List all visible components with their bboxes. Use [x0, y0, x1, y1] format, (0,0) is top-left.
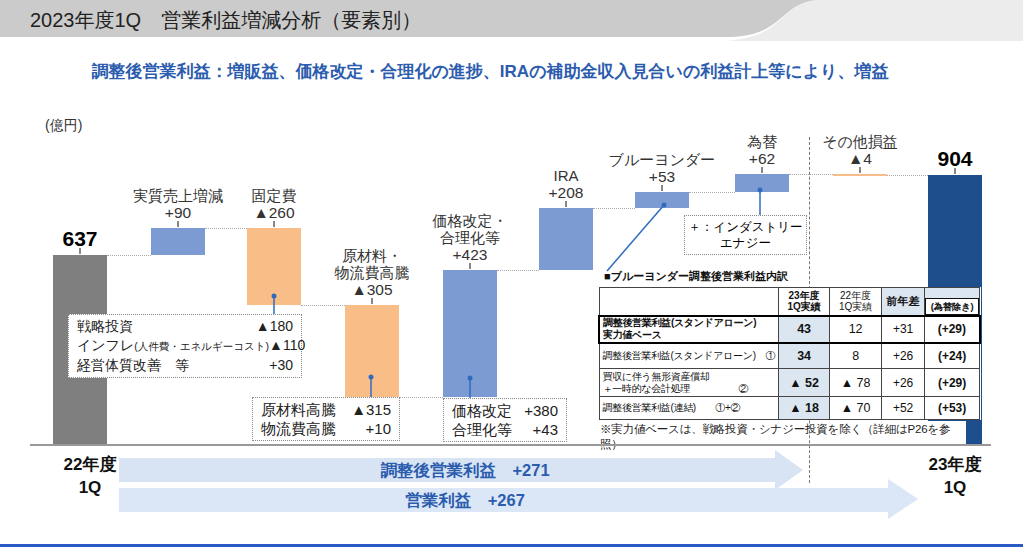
- connector-line: [593, 208, 635, 209]
- page-title: 2023年度1Q 営業利益増減分析（要素別）: [30, 7, 421, 34]
- connector-line: [789, 174, 833, 175]
- axis-label-right: 23年度1Q: [915, 453, 995, 499]
- axis-label-left: 22年度1Q: [50, 453, 130, 499]
- bar-tick: [79, 248, 81, 254]
- connector-line: [689, 192, 735, 193]
- x-axis-line: [30, 444, 991, 446]
- bar: [151, 228, 205, 255]
- op-arrow-label: 営業利益 +267: [119, 488, 811, 512]
- bar: [539, 208, 593, 270]
- connector-line: [399, 397, 443, 398]
- unit-label: (億円): [45, 117, 82, 135]
- bar: [345, 305, 399, 396]
- connector-line: [301, 305, 345, 306]
- bar-tick: [371, 298, 373, 304]
- bar-label: 価格改定・合理化等+423: [380, 212, 560, 264]
- connector-line: [107, 255, 151, 256]
- bar-tick: [661, 185, 663, 191]
- bar-tick: [469, 263, 471, 269]
- callout-pricing: 価格改定+380 合理化等+43: [443, 398, 567, 442]
- adjusted-op-arrow-label: 調整後営業利益 +271: [119, 458, 811, 482]
- bar-label: 固定費▲260: [184, 187, 364, 222]
- bar-label: 904: [865, 149, 1023, 169]
- op-arrow-head: [888, 479, 918, 519]
- bar: [833, 174, 887, 176]
- callout-industry-energy: ＋：インダストリー エナジー: [684, 215, 807, 255]
- bar-tick: [565, 201, 567, 207]
- bar-tick: [761, 167, 763, 173]
- connector-line: [497, 270, 539, 271]
- connector-line: [205, 228, 247, 229]
- breakdown-table: 23年度1Q実績 22年度1Q実績 前年差 (為替除き)調整後営業利益(スタンド…: [598, 287, 981, 420]
- callout-materials: 原材料高騰▲315 物流費高騰+10: [252, 397, 400, 441]
- bar-tick: [273, 221, 275, 227]
- subtitle: 調整後営業利益：増販益、価格改定・合理化の進捗、IRAの補助金収入見合いの利益計…: [0, 60, 980, 83]
- bar-tick: [954, 168, 956, 174]
- breakdown-table-title: ■ブルーヨンダー調整後営業利益内訳: [604, 269, 788, 284]
- connector-line: [887, 175, 928, 176]
- bar: [735, 174, 789, 193]
- bar: [635, 192, 689, 208]
- bar-tick: [859, 167, 861, 173]
- bottom-rule: [0, 544, 1023, 547]
- slide: 2023年度1Q 営業利益増減分析（要素別） 調整後営業利益：増販益、価格改定・…: [0, 0, 1023, 553]
- bar: [443, 270, 497, 396]
- bar-label: 637: [0, 229, 170, 249]
- bar-tick: [177, 221, 179, 227]
- callout-fixed-cost: 戦略投資▲180 インフレ(人件費・エネルギーコスト)▲110 経営体質改善 等…: [68, 314, 302, 378]
